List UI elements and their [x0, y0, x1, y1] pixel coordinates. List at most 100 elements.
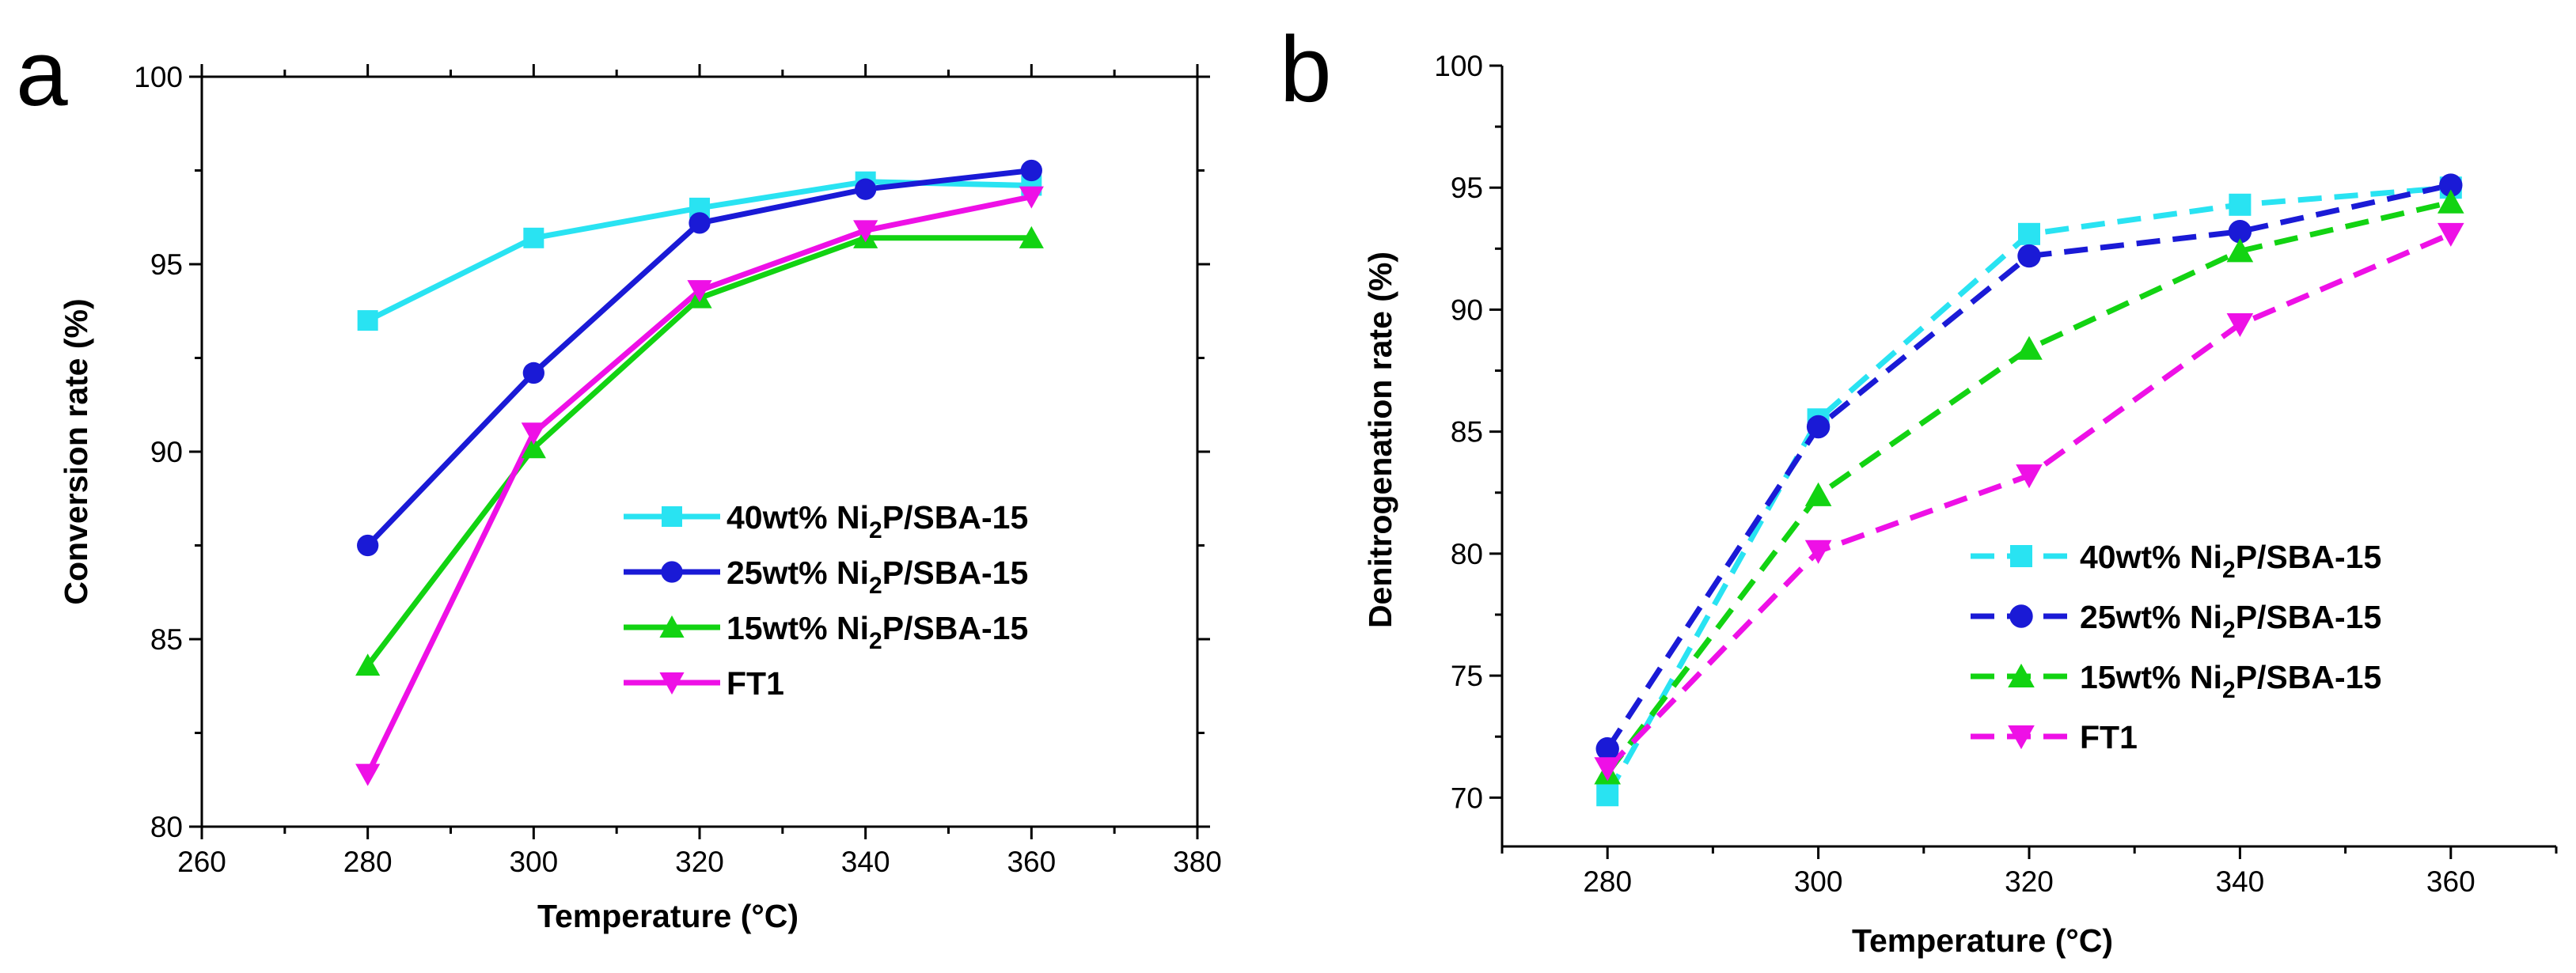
panel-a-plot-frame — [200, 75, 1199, 828]
legend-item: FT1 — [624, 665, 784, 702]
data-point-marker — [2226, 238, 2254, 263]
legend-item: 25wt% Ni2P/SBA-15 — [624, 555, 1028, 599]
panel-a-legend: 40wt% Ni2P/SBA-15 25wt% Ni2P/SBA-15 15wt% … — [624, 499, 1028, 702]
legend-label: 40wt% Ni2P/SBA-15 — [2080, 539, 2381, 583]
y-tick-label: 100 — [1434, 50, 1483, 82]
panel-b-x-axis-title: Temperature (°C) — [1852, 922, 2113, 959]
legend-label: 15wt% Ni2P/SBA-15 — [2080, 659, 2381, 703]
y-tick-label: 90 — [150, 436, 183, 468]
data-point-marker — [855, 178, 877, 200]
x-tick-label: 360 — [2426, 865, 2475, 898]
data-point-marker — [2438, 189, 2464, 214]
x-tick-label: 300 — [509, 846, 558, 878]
data-point-marker — [689, 212, 711, 234]
panel-b-y-axis-title: Denitrogenation rate (%) — [1362, 252, 1398, 628]
data-point-marker — [1594, 757, 1621, 782]
data-point-marker — [357, 534, 379, 557]
x-tick-label: 320 — [2005, 865, 2054, 898]
y-tick-label: 75 — [1451, 660, 1483, 692]
legend-item: FT1 — [1971, 719, 2138, 755]
data-point-marker — [1019, 225, 1044, 248]
data-point-marker — [2016, 335, 2043, 360]
data-point-marker — [355, 653, 381, 676]
y-tick-label: 95 — [150, 248, 183, 281]
legend-label: FT1 — [2080, 719, 2138, 755]
panel-b-series — [1594, 173, 2464, 807]
x-tick-label: 280 — [1583, 865, 1632, 898]
legend-marker — [662, 506, 682, 527]
y-tick-label: 80 — [150, 811, 183, 843]
data-point-marker — [1019, 186, 1044, 209]
data-point-marker — [2016, 464, 2043, 489]
series-line — [1605, 184, 2452, 797]
data-point-marker — [357, 310, 378, 331]
panel-a-y-axis-title: Conversion rate (%) — [58, 298, 94, 604]
x-tick-label: 320 — [675, 846, 724, 878]
panel-b: b 280 300 320 340 360 70 75 80 85 90 95 100 Tempera… — [1280, 17, 2558, 959]
x-tick-label: 280 — [343, 846, 393, 878]
data-point-marker — [521, 436, 546, 459]
panel-b-tick-labels: 280 300 320 340 360 70 75 80 85 90 95 100 — [1434, 50, 2475, 898]
panel-a-letter: a — [16, 21, 68, 126]
x-tick-label: 380 — [1173, 846, 1222, 878]
x-tick-label: 300 — [1794, 865, 1843, 898]
legend-item: 25wt% Ni2P/SBA-15 — [1971, 599, 2381, 643]
legend-marker — [659, 615, 685, 638]
legend-label: 25wt% Ni2P/SBA-15 — [2080, 599, 2381, 643]
panel-a-tick-labels: 260 280 300 320 340 360 380 80 85 90 95 100 — [134, 61, 1222, 878]
legend-marker — [661, 561, 683, 583]
data-point-marker — [1595, 736, 1619, 761]
panel-a-x-axis-title: Temperature (°C) — [537, 898, 799, 934]
x-tick-label: 360 — [1007, 846, 1056, 878]
y-tick-label: 80 — [1451, 538, 1483, 570]
y-tick-label: 90 — [1451, 293, 1483, 326]
data-point-marker — [2017, 244, 2041, 268]
y-tick-label: 85 — [150, 623, 183, 656]
data-point-marker — [2229, 193, 2252, 216]
data-point-marker — [1596, 784, 1619, 807]
panel-a-ticks — [189, 64, 1210, 839]
y-tick-label: 85 — [1451, 416, 1483, 449]
legend-item: 15wt% Ni2P/SBA-15 — [624, 610, 1028, 654]
data-point-marker — [2228, 220, 2252, 244]
x-tick-label: 340 — [841, 846, 890, 878]
data-point-marker — [687, 280, 712, 303]
legend-label: 15wt% Ni2P/SBA-15 — [727, 610, 1028, 654]
legend-label: FT1 — [727, 665, 784, 702]
legend-label: 25wt% Ni2P/SBA-15 — [727, 555, 1028, 599]
y-tick-label: 100 — [134, 61, 183, 93]
data-point-marker — [2438, 222, 2464, 247]
panel-b-axes — [1500, 66, 2556, 848]
legend-marker — [2009, 604, 2033, 628]
data-point-marker — [2226, 312, 2254, 338]
data-point-marker — [1806, 415, 1831, 439]
panel-a-series — [355, 159, 1044, 786]
panel-a: a 260 280 300 320 340 360 380 80 85 90 95 100 Tempe… — [16, 21, 1222, 934]
data-point-marker — [355, 763, 381, 786]
data-point-marker — [2439, 173, 2463, 197]
data-point-marker — [521, 422, 546, 445]
legend-item: 15wt% Ni2P/SBA-15 — [1971, 659, 2381, 703]
legend-marker — [659, 672, 685, 695]
legend-item: 40wt% Ni2P/SBA-15 — [1971, 539, 2381, 583]
data-point-marker — [522, 362, 544, 384]
y-tick-label: 70 — [1451, 782, 1483, 814]
legend-marker — [2008, 725, 2035, 750]
data-point-marker — [2018, 222, 2040, 245]
legend-marker — [2010, 545, 2032, 567]
data-point-marker — [1020, 159, 1042, 182]
panel-b-letter: b — [1280, 17, 1332, 122]
legend-item: 40wt% Ni2P/SBA-15 — [624, 499, 1028, 543]
y-tick-label: 95 — [1451, 172, 1483, 204]
x-tick-label: 260 — [177, 846, 226, 878]
panel-b-ticks — [1489, 64, 2558, 859]
legend-marker — [2008, 663, 2035, 687]
x-tick-label: 340 — [2216, 865, 2265, 898]
data-point-marker — [1804, 540, 1832, 564]
data-point-marker — [1804, 482, 1832, 506]
data-point-marker — [853, 220, 878, 243]
panel-b-legend: 40wt% Ni2P/SBA-15 25wt% Ni2P/SBA-15 15wt% … — [1971, 539, 2381, 755]
data-point-marker — [523, 227, 544, 248]
legend-label: 40wt% Ni2P/SBA-15 — [727, 499, 1028, 543]
